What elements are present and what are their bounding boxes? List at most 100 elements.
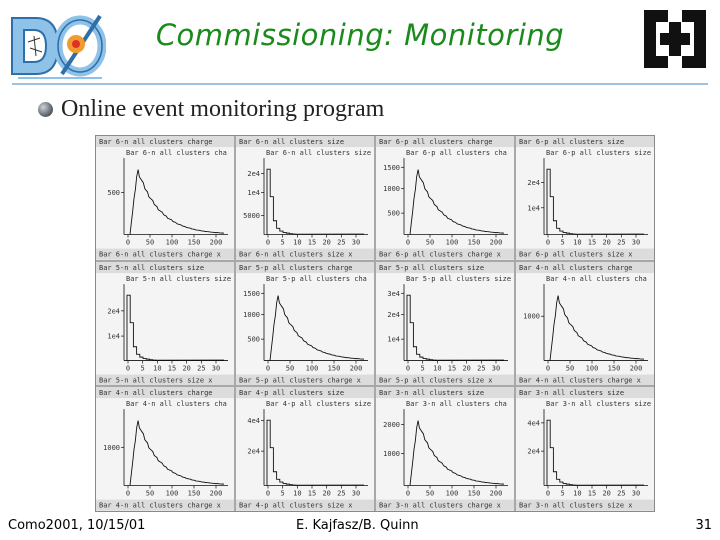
panel-title: Bar 4-n all clusters charge	[99, 388, 212, 397]
panel-footer: Bar 6-p all clusters charge x	[379, 250, 501, 259]
panel-title: Bar 3-n all clusters size	[519, 388, 624, 397]
histogram-panel: Bar 6-n all clusters charge Bar 6-n all c…	[96, 136, 234, 260]
panel-footer: Bar 5-p all clusters charge x	[239, 375, 361, 384]
fermilab-logo	[644, 10, 706, 68]
histogram-label: Bar 3-n all clusters cha	[406, 399, 507, 408]
x-tick-label: 150	[328, 363, 341, 372]
x-tick-label: 20	[322, 238, 330, 247]
x-tick-label: 15	[448, 363, 456, 372]
x-tick-label: 0	[546, 489, 550, 498]
histogram-panel: Bar 4-n all clusters charge Bar 4-n all c…	[516, 261, 654, 386]
panel-title: Bar 5-p all clusters size	[379, 263, 484, 272]
histogram-curve	[546, 168, 645, 235]
histogram-curve	[269, 295, 365, 361]
histogram-label: Bar 4-n all clusters cha	[546, 274, 647, 283]
x-tick-label: 100	[306, 363, 319, 372]
x-tick-label: 5	[281, 238, 285, 247]
panel-title: Bar 5-p all clusters charge	[239, 263, 352, 272]
histogram-curve	[129, 420, 225, 486]
x-tick-label: 10	[433, 363, 441, 372]
panel-title: Bar 6-n all clusters charge	[99, 137, 212, 146]
y-tick-label: 5000	[243, 211, 260, 220]
y-tick-label: 1000	[523, 311, 540, 320]
y-tick-label: 1e4	[387, 334, 400, 343]
x-tick-label: 0	[406, 363, 410, 372]
x-tick-label: 0	[406, 489, 410, 498]
bullet-text: Online event monitoring program	[61, 96, 385, 122]
y-tick-label: 1000	[103, 443, 120, 452]
panel-footer: Bar 6-n all clusters size x	[239, 250, 352, 259]
panel-title: Bar 4-n all clusters charge	[519, 263, 632, 272]
d0-logo	[11, 14, 106, 79]
x-tick-label: 30	[632, 238, 640, 247]
footer-date: Como2001, 10/15/01	[8, 518, 146, 533]
histogram-curve	[546, 420, 645, 487]
y-tick-label: 1000	[243, 310, 260, 319]
histogram-panel: Bar 4-p all clusters size Bar 4-p all clu…	[236, 387, 374, 511]
x-tick-label: 150	[608, 363, 621, 372]
x-tick-label: 5	[141, 363, 145, 372]
x-tick-label: 25	[617, 238, 625, 247]
x-tick-label: 150	[468, 238, 481, 247]
x-tick-label: 0	[406, 238, 410, 247]
x-tick-label: 30	[212, 363, 220, 372]
x-tick-label: 15	[588, 238, 596, 247]
x-tick-label: 25	[337, 238, 345, 247]
panel-footer: Bar 6-n all clusters charge x	[99, 250, 221, 259]
y-tick-label: 1000	[383, 184, 400, 193]
histogram-label: Bar 6-n all clusters cha	[126, 148, 227, 157]
histogram-curve	[409, 169, 505, 235]
y-tick-label: 500	[247, 334, 260, 343]
histogram-curve	[549, 295, 645, 361]
x-tick-label: 15	[168, 363, 176, 372]
histogram-curve	[406, 294, 505, 361]
title-rule	[12, 83, 708, 85]
histogram-panel: Bar 3-n all clusters size Bar 3-n all clu…	[516, 387, 654, 511]
x-tick-label: 100	[166, 489, 179, 498]
panel-footer: Bar 4-n all clusters charge x	[519, 375, 641, 384]
histogram-panel: Bar 5-p all clusters charge Bar 5-p all c…	[236, 261, 374, 386]
histogram-label: Bar 6-p all clusters size	[546, 148, 651, 157]
y-tick-label: 1e4	[107, 331, 120, 340]
histogram-label: Bar 5-p all clusters size	[406, 274, 511, 283]
x-tick-label: 30	[352, 489, 360, 498]
x-tick-label: 100	[586, 363, 599, 372]
x-tick-label: 15	[588, 489, 596, 498]
y-tick-label: 2e4	[527, 178, 540, 187]
x-tick-label: 150	[468, 489, 481, 498]
x-tick-label: 150	[188, 238, 201, 247]
histogram-label: Bar 4-p all clusters size	[266, 399, 371, 408]
y-tick-label: 1500	[243, 288, 260, 297]
y-tick-label: 2e4	[387, 310, 400, 319]
histogram-label: Bar 4-n all clusters cha	[126, 399, 227, 408]
histogram-panel: Bar 5-p all clusters size Bar 5-p all clu…	[376, 261, 514, 386]
x-tick-label: 5	[561, 238, 565, 247]
x-tick-label: 10	[573, 238, 581, 247]
histogram-panel: Bar 6-p all clusters size Bar 6-p all clu…	[516, 136, 654, 260]
panel-title: Bar 5-n all clusters size	[99, 263, 204, 272]
histogram-panel: Bar 6-n all clusters size Bar 6-n all clu…	[236, 136, 374, 260]
panel-footer: Bar 4-n all clusters charge x	[99, 501, 221, 510]
x-tick-label: 20	[602, 489, 610, 498]
x-tick-label: 20	[602, 238, 610, 247]
x-tick-label: 10	[293, 489, 301, 498]
x-tick-label: 25	[337, 489, 345, 498]
panel-title: Bar 3-n all clusters size	[379, 388, 484, 397]
panel-footer: Bar 5-n all clusters size x	[99, 375, 212, 384]
x-tick-label: 0	[126, 489, 130, 498]
histogram-curve	[266, 168, 365, 235]
y-tick-label: 2e4	[107, 306, 120, 315]
x-tick-label: 10	[153, 363, 161, 372]
x-tick-label: 50	[146, 238, 154, 247]
x-tick-label: 0	[266, 363, 270, 372]
x-tick-label: 25	[477, 363, 485, 372]
x-tick-label: 0	[126, 238, 130, 247]
panel-title: Bar 6-n all clusters size	[239, 137, 344, 146]
x-tick-label: 15	[308, 238, 316, 247]
x-tick-label: 200	[490, 489, 503, 498]
x-tick-label: 100	[446, 238, 459, 247]
histogram-panel: Bar 4-n all clusters charge Bar 4-n all c…	[96, 387, 234, 511]
x-tick-label: 20	[462, 363, 470, 372]
y-tick-label: 2e4	[247, 447, 260, 456]
x-tick-label: 50	[426, 238, 434, 247]
